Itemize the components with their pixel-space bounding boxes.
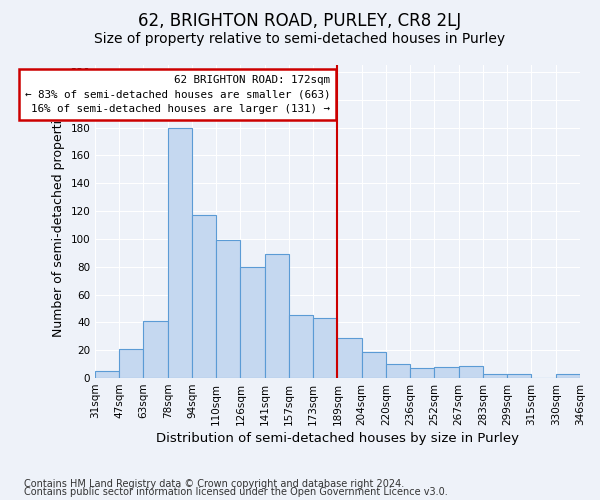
Text: Contains HM Land Registry data © Crown copyright and database right 2024.: Contains HM Land Registry data © Crown c… xyxy=(24,479,404,489)
Bar xyxy=(556,374,580,378)
Bar xyxy=(192,216,216,378)
X-axis label: Distribution of semi-detached houses by size in Purley: Distribution of semi-detached houses by … xyxy=(156,432,519,445)
Bar xyxy=(168,128,192,378)
Bar xyxy=(313,318,337,378)
Text: 62, BRIGHTON ROAD, PURLEY, CR8 2LJ: 62, BRIGHTON ROAD, PURLEY, CR8 2LJ xyxy=(139,12,461,30)
Bar xyxy=(95,371,119,378)
Bar xyxy=(459,366,483,378)
Bar xyxy=(265,254,289,378)
Text: 62 BRIGHTON ROAD: 172sqm
← 83% of semi-detached houses are smaller (663)
16% of : 62 BRIGHTON ROAD: 172sqm ← 83% of semi-d… xyxy=(25,74,330,114)
Bar xyxy=(337,338,362,378)
Bar xyxy=(483,374,507,378)
Bar xyxy=(216,240,241,378)
Bar xyxy=(289,316,313,378)
Bar xyxy=(362,352,386,378)
Bar xyxy=(119,349,143,378)
Bar xyxy=(241,267,265,378)
Bar xyxy=(434,367,459,378)
Y-axis label: Number of semi-detached properties: Number of semi-detached properties xyxy=(52,106,65,337)
Bar xyxy=(143,321,168,378)
Bar xyxy=(507,374,532,378)
Bar xyxy=(410,368,434,378)
Bar xyxy=(386,364,410,378)
Text: Contains public sector information licensed under the Open Government Licence v3: Contains public sector information licen… xyxy=(24,487,448,497)
Text: Size of property relative to semi-detached houses in Purley: Size of property relative to semi-detach… xyxy=(94,32,506,46)
